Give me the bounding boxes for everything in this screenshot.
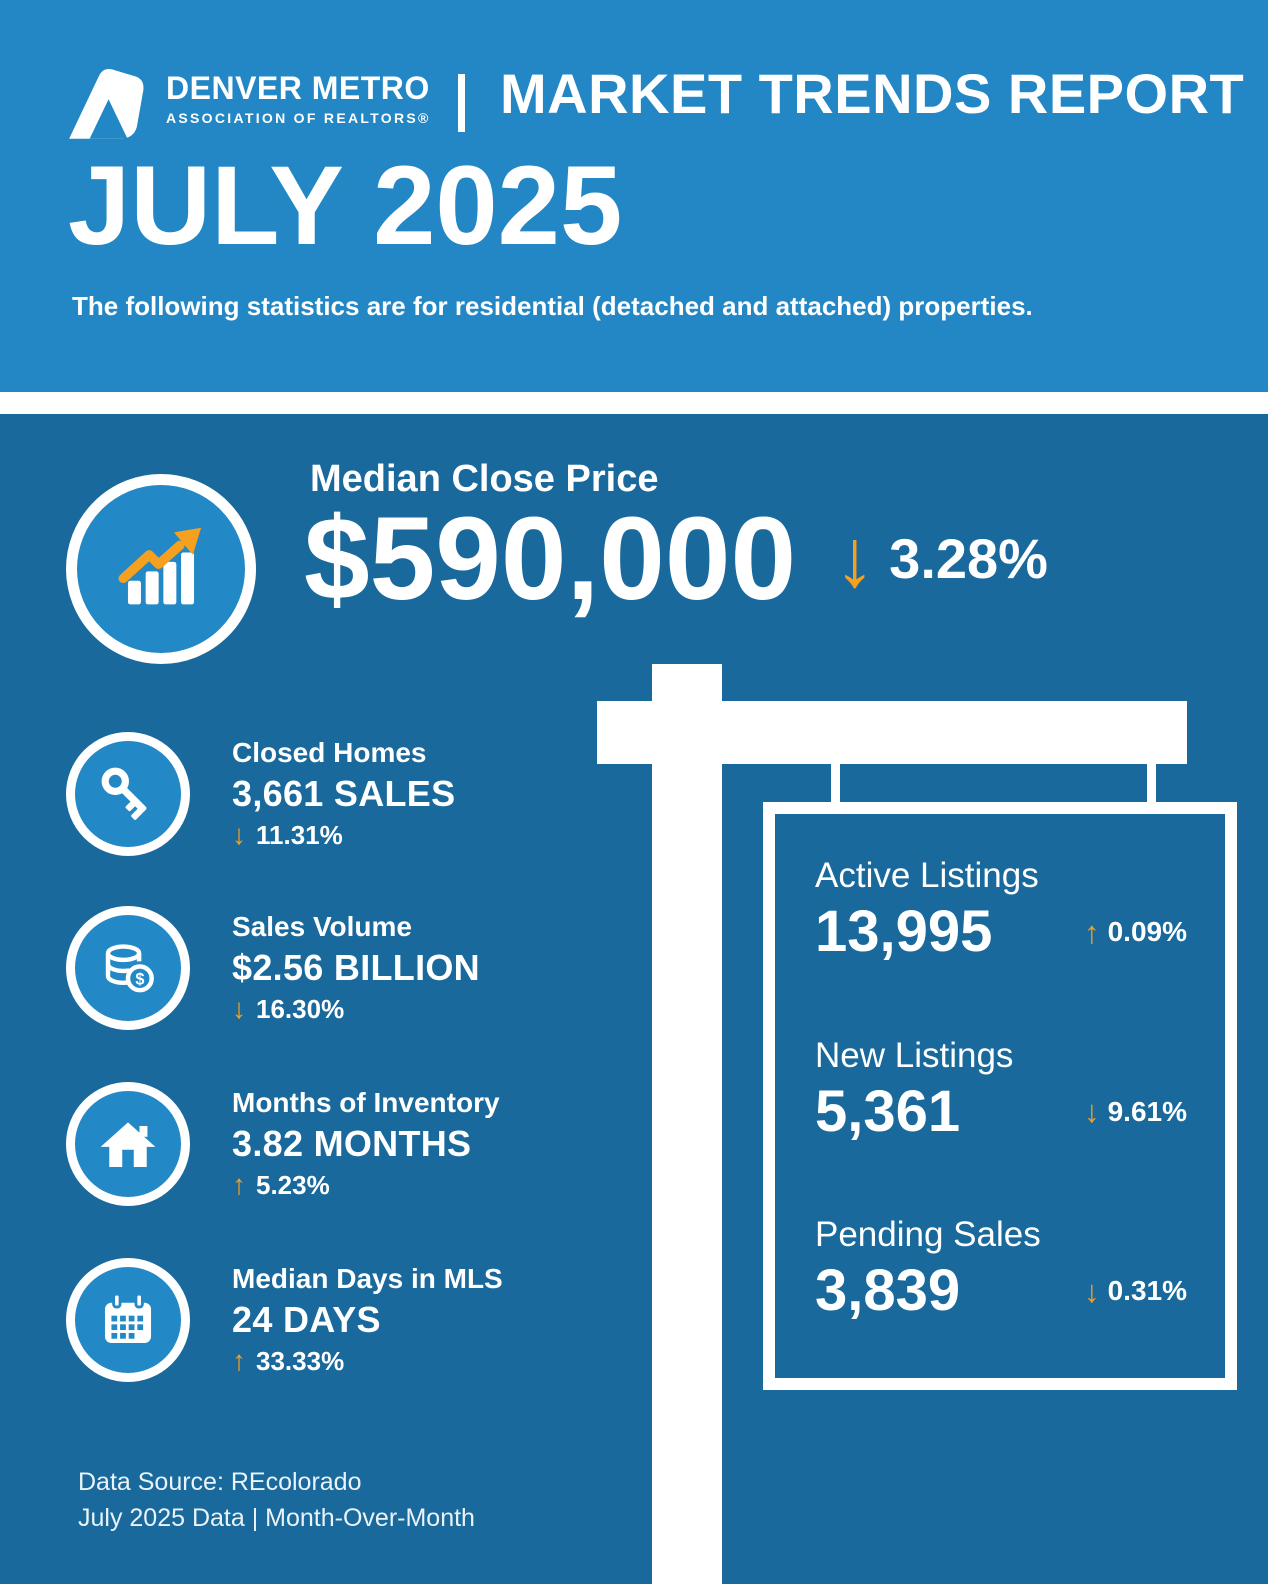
sign-crossbar	[597, 701, 1187, 764]
down-arrow-icon: ↓	[232, 993, 246, 1024]
sign-hanger-left	[831, 764, 840, 804]
brand-block: DENVER METRO ASSOCIATION OF REALTORS®	[66, 66, 431, 142]
median-price-change: 3.28%	[889, 527, 1048, 590]
main-section: Median Close Price $590,000 ↓ 3.28% Clos	[0, 414, 1268, 1584]
sign-hanger-right	[1147, 764, 1156, 804]
stat-change: ↓ 16.30%	[232, 995, 480, 1023]
stat-label: Closed Homes	[232, 737, 427, 768]
sign-value: 13,995	[815, 899, 993, 964]
sign-label: Pending Sales	[815, 1215, 1041, 1254]
sign-group-active-listings: Active Listings 13,995 ↑ 0.09%	[815, 858, 1187, 961]
sign-label: New Listings	[815, 1035, 1014, 1075]
header-divider	[458, 74, 465, 132]
sign-change-percent: 0.31%	[1107, 1275, 1187, 1306]
sign-value-row: 5,361 ↓ 9.61%	[815, 1078, 1187, 1144]
stat-text: Median Days in MLS 24 DAYS ↑ 33.33%	[232, 1265, 503, 1375]
stat-label: Sales Volume	[232, 911, 413, 942]
sign-value: 5,361	[815, 1078, 961, 1144]
coins-icon: $	[105, 944, 154, 993]
stat-row-median-days: Median Days in MLS 24 DAYS ↑ 33.33%	[66, 1258, 503, 1382]
stat-change-percent: 16.30%	[256, 994, 345, 1024]
stat-change: ↑ 5.23%	[232, 1171, 500, 1199]
median-price-label: Median Close Price	[310, 458, 659, 500]
stat-change: ↓ 11.31%	[232, 821, 455, 849]
stat-circle	[66, 1258, 190, 1382]
stat-value: 3,661 SALES	[232, 773, 456, 814]
up-arrow-icon: ↑	[1084, 914, 1100, 950]
sign-change: ↓ 0.31%	[1084, 1276, 1187, 1307]
sign-value: 3,839	[815, 1258, 961, 1323]
sign-post	[652, 664, 722, 1584]
down-arrow-icon: ↓	[232, 819, 246, 850]
dmar-logo-icon	[69, 69, 144, 139]
down-arrow-icon: ↓	[1084, 1273, 1100, 1309]
footer-data-source: Data Source: REcolorado	[78, 1468, 362, 1496]
stat-change-percent: 33.33%	[256, 1346, 345, 1376]
header-subtitle: The following statistics are for residen…	[72, 291, 1033, 321]
sign-value-row: 13,995 ↑ 0.09%	[815, 903, 1187, 961]
stat-row-sales-volume: $ Sales Volume $2.56 BILLION ↓ 16.30%	[66, 906, 480, 1030]
median-price-row: $590,000 ↓ 3.28%	[304, 500, 1048, 618]
median-price-value: $590,000	[304, 493, 797, 625]
stat-value: 3.82 MONTHS	[232, 1123, 472, 1164]
stat-change-percent: 5.23%	[256, 1170, 330, 1200]
down-arrow-icon: ↓	[1084, 1094, 1100, 1129]
stat-value: 24 DAYS	[232, 1299, 381, 1340]
stat-value: $2.56 BILLION	[232, 947, 480, 988]
stat-change-percent: 11.31%	[256, 820, 343, 850]
logo-subtitle: ASSOCIATION OF REALTORS®	[166, 110, 431, 126]
stat-circle	[66, 732, 190, 856]
house-icon	[100, 1122, 156, 1168]
footer: Data Source: REcolorado July 2025 Data |…	[78, 1470, 475, 1531]
month-title: JULY 2025	[68, 143, 623, 268]
stat-label: Median Days in MLS	[232, 1263, 503, 1294]
down-arrow-icon: ↓	[834, 513, 876, 604]
sign-change-percent: 0.09%	[1107, 916, 1187, 947]
svg-text:$: $	[135, 970, 144, 988]
up-arrow-icon: ↑	[232, 1169, 246, 1200]
stat-circle: $	[66, 906, 190, 1030]
stat-change: ↑ 33.33%	[232, 1347, 503, 1375]
key-icon	[101, 767, 147, 820]
median-price-circle	[66, 474, 256, 664]
report-title: MARKET TRENDS REPORT	[500, 62, 1245, 125]
stat-label: Months of Inventory	[232, 1087, 500, 1118]
sign-group-pending-sales: Pending Sales 3,839 ↓ 0.31%	[815, 1217, 1187, 1320]
header: DENVER METRO ASSOCIATION OF REALTORS® MA…	[0, 0, 1268, 392]
sign-value-row: 3,839 ↓ 0.31%	[815, 1262, 1187, 1320]
stat-row-closed-homes: Closed Homes 3,661 SALES ↓ 11.31%	[66, 732, 455, 856]
sign-change: ↑ 0.09%	[1084, 917, 1187, 948]
sign-change: ↓ 9.61%	[1084, 1096, 1187, 1127]
calendar-icon	[104, 1292, 152, 1344]
listings-sign: Active Listings 13,995 ↑ 0.09% New Listi…	[763, 802, 1237, 1390]
sign-change-percent: 9.61%	[1107, 1095, 1187, 1127]
stat-row-months-inventory: Months of Inventory 3.82 MONTHS ↑ 5.23%	[66, 1082, 500, 1206]
stat-circle	[66, 1082, 190, 1206]
stat-text: Sales Volume $2.56 BILLION ↓ 16.30%	[232, 913, 480, 1023]
sign-group-new-listings: New Listings 5,361 ↓ 9.61%	[815, 1038, 1187, 1141]
stat-text: Closed Homes 3,661 SALES ↓ 11.31%	[232, 739, 455, 849]
up-arrow-icon: ↑	[232, 1345, 246, 1376]
logo-title: DENVER METRO	[166, 70, 430, 106]
footer-period: July 2025 Data | Month-Over-Month	[78, 1504, 475, 1532]
chart-up-icon	[118, 527, 202, 605]
stat-text: Months of Inventory 3.82 MONTHS ↑ 5.23%	[232, 1089, 500, 1199]
sign-label: Active Listings	[815, 856, 1039, 895]
brand-text: DENVER METRO ASSOCIATION OF REALTORS®	[166, 66, 431, 125]
